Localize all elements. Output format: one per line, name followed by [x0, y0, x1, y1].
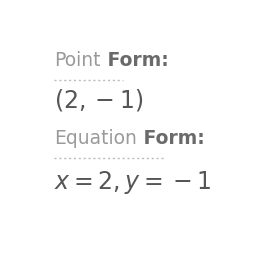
Text: $x = 2, y = -1$: $x = 2, y = -1$ — [54, 169, 211, 196]
Text: Equation: Equation — [54, 129, 137, 148]
Text: Point: Point — [54, 51, 101, 70]
Text: Form:: Form: — [101, 51, 168, 70]
Text: Form:: Form: — [137, 129, 205, 148]
Text: $(2, -1)$: $(2, -1)$ — [54, 87, 144, 113]
